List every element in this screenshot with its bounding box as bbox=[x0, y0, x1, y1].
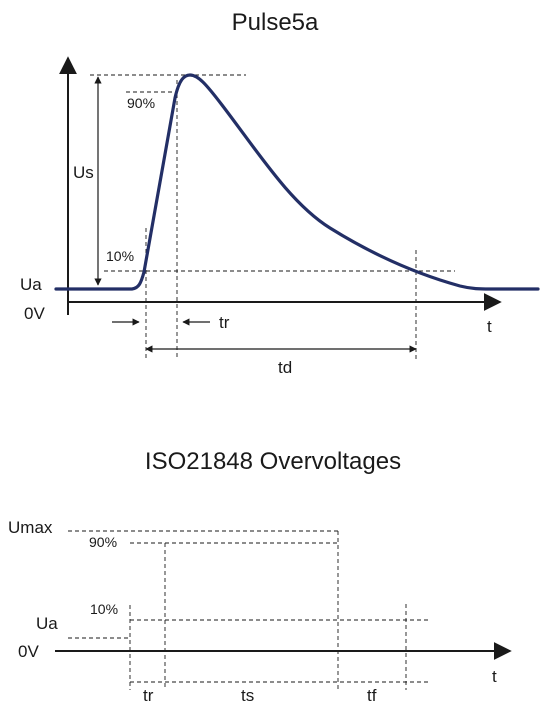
umax-label: Umax bbox=[8, 518, 53, 537]
fall-time-label: tf bbox=[367, 686, 377, 705]
zero-volt-label: 0V bbox=[18, 642, 39, 661]
pulse-waveform bbox=[54, 73, 540, 291]
ninety-percent-label: 90% bbox=[89, 534, 117, 550]
pulse5a-diagram: Pulse5a Us Ua 0V 90% 10% t tr td bbox=[20, 9, 540, 377]
rise-time-label: tr bbox=[143, 686, 154, 705]
pulse5a-title: Pulse5a bbox=[232, 9, 319, 36]
zero-volt-label: 0V bbox=[24, 304, 45, 323]
ninety-percent-label: 90% bbox=[127, 95, 155, 111]
duration-label: td bbox=[278, 358, 292, 377]
time-axis-label: t bbox=[492, 667, 497, 686]
rise-time-label: tr bbox=[219, 313, 230, 332]
sustain-time-label: ts bbox=[241, 686, 254, 705]
time-axis-label: t bbox=[487, 317, 492, 336]
ua-label: Ua bbox=[36, 614, 58, 633]
ua-label: Ua bbox=[20, 275, 42, 294]
us-label: Us bbox=[73, 163, 94, 182]
iso21848-title: ISO21848 Overvoltages bbox=[145, 448, 401, 475]
ten-percent-label: 10% bbox=[90, 601, 118, 617]
ten-percent-label: 10% bbox=[106, 248, 134, 264]
iso21848-diagram: ISO21848 Overvoltages Umax Ua 0V 90% 10%… bbox=[8, 448, 512, 705]
